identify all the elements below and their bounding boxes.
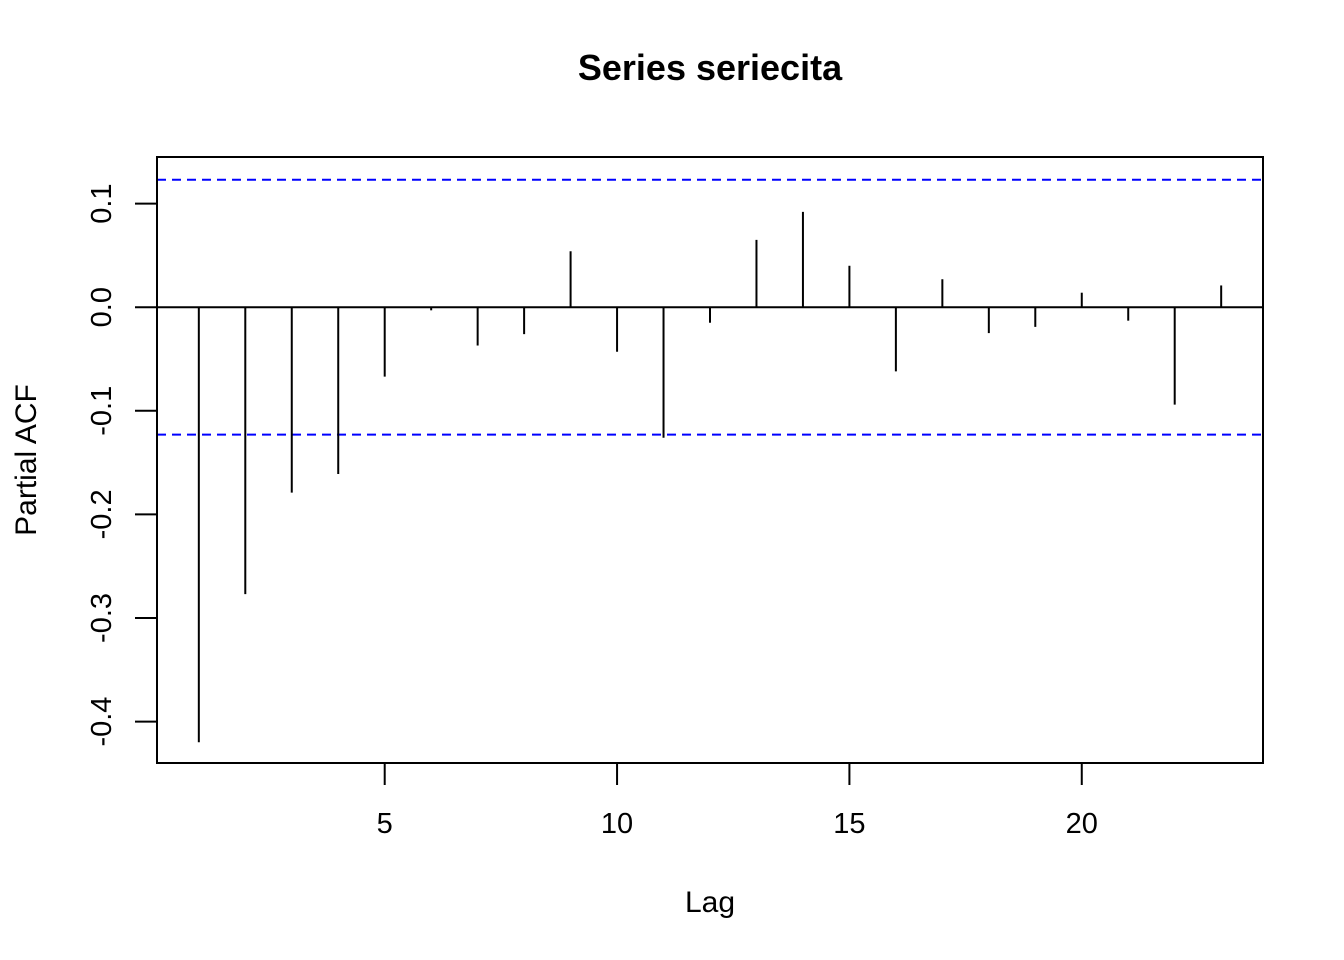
chart-title: Series seriecita xyxy=(578,47,843,88)
x-axis: 5 10 15 20 xyxy=(377,762,1098,840)
x-tick-label-20: 20 xyxy=(1066,808,1098,840)
y-tick-label-1: 0.0 xyxy=(86,287,118,327)
y-tick-label-0: 0.1 xyxy=(86,183,118,223)
x-tick-label-5: 5 xyxy=(377,808,393,840)
y-axis: 0.1 0.0 -0.1 -0.2 -0.3 -0.4 xyxy=(86,183,157,747)
y-tick-label-4: -0.3 xyxy=(86,593,118,643)
y-axis-label: Partial ACF xyxy=(10,384,43,536)
y-tick-label-3: -0.2 xyxy=(86,489,118,539)
x-axis-label: Lag xyxy=(685,886,735,919)
x-tick-label-15: 15 xyxy=(833,808,865,840)
y-tick-label-5: -0.4 xyxy=(86,697,118,747)
plot-frame xyxy=(156,156,1264,764)
plot-marks xyxy=(157,178,1263,743)
y-tick-label-2: -0.1 xyxy=(86,386,118,436)
x-tick-label-10: 10 xyxy=(601,808,633,840)
